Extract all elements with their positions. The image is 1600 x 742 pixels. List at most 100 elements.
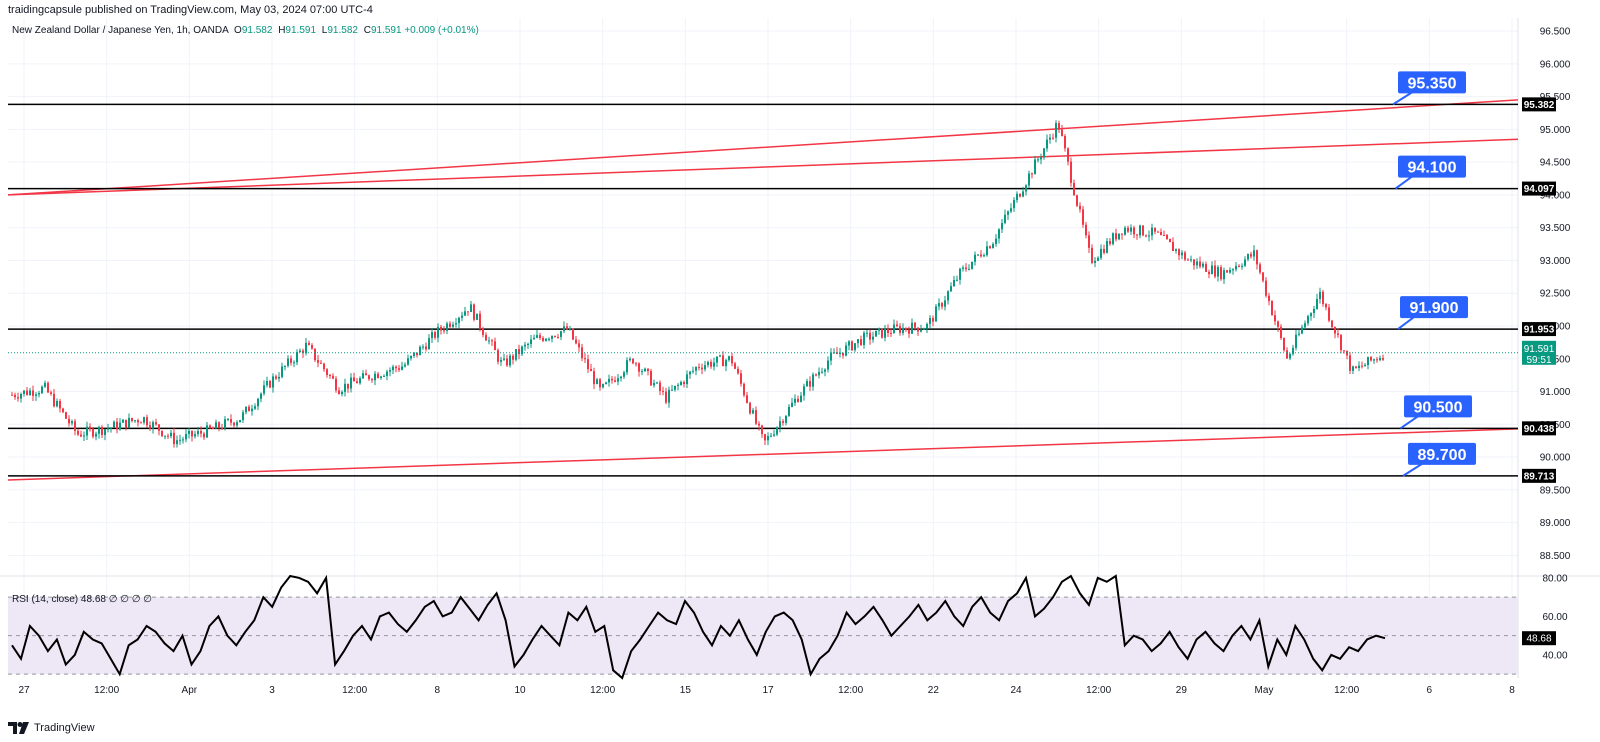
candle-body <box>854 343 856 351</box>
candle-body <box>368 375 370 380</box>
price-axis[interactable]: 96.50096.00095.50095.00094.50094.00093.5… <box>1522 27 1571 562</box>
candle-body <box>1361 365 1363 367</box>
change-value: +0.009 (+0.01%) <box>404 25 479 36</box>
candle-body <box>11 394 13 396</box>
candle-body <box>635 363 637 365</box>
candle-body <box>248 406 250 412</box>
candle-body <box>1034 159 1036 175</box>
time-tick-label: 27 <box>18 685 30 696</box>
candle-body <box>638 363 640 372</box>
candle-body <box>1376 359 1378 361</box>
candle-body <box>281 366 283 377</box>
candle-body <box>38 393 40 395</box>
candle-body <box>95 433 97 437</box>
candle-body <box>566 326 568 330</box>
candle-body <box>962 267 964 269</box>
candle-body <box>578 343 580 348</box>
candle-body <box>1358 365 1360 369</box>
candle-body <box>644 368 646 372</box>
candle-body <box>602 383 604 388</box>
candle-body <box>44 382 46 387</box>
candle-body <box>452 324 454 327</box>
candle-body <box>983 255 985 257</box>
candle-body <box>536 335 538 338</box>
candle-body <box>221 427 223 429</box>
candle-body <box>1139 225 1141 236</box>
candle-body <box>53 393 55 407</box>
candle-body <box>518 349 520 355</box>
candle-body <box>530 339 532 345</box>
candle-body <box>824 369 826 372</box>
candle-body <box>1046 139 1048 149</box>
candle-body <box>674 385 676 390</box>
candle-body <box>1289 354 1291 359</box>
rsi-legend: RSI (14, close) 48.68 ∅ ∅ ∅ ∅ <box>12 594 152 605</box>
candle-body <box>278 376 280 379</box>
tradingview-brand[interactable]: TradingView <box>8 722 95 734</box>
candle-body <box>788 406 790 416</box>
candle-body <box>1259 264 1261 273</box>
time-tick-label: 29 <box>1176 685 1188 696</box>
candle-body <box>773 434 775 436</box>
candle-body <box>749 402 751 414</box>
candle-body <box>305 342 307 354</box>
candle-body <box>521 346 523 355</box>
level-price-tag <box>1522 181 1556 196</box>
price-tick-label: 93.500 <box>1540 223 1571 234</box>
candle-body <box>872 336 874 340</box>
candle-body <box>992 243 994 249</box>
candle-body <box>1271 300 1273 316</box>
candle-body <box>1031 173 1033 175</box>
candle-body <box>1214 265 1216 277</box>
candle-body <box>458 317 460 324</box>
candle-body <box>179 439 181 441</box>
candle-body <box>170 432 172 437</box>
candle-body <box>1121 233 1123 235</box>
level-callouts[interactable]: 95.350 94.100 91.900 90.500 89.700 <box>1392 71 1476 477</box>
candle-body <box>62 408 64 413</box>
price-tick-label: 89.000 <box>1540 518 1571 529</box>
candle-body <box>851 341 853 351</box>
candle-body <box>1232 269 1234 271</box>
candle-body <box>1325 304 1327 308</box>
candle-body <box>719 355 721 357</box>
candle-body <box>125 419 127 428</box>
candle-body <box>740 373 742 384</box>
candle-body <box>551 335 553 339</box>
candle-body <box>236 422 238 426</box>
candle-body <box>1133 227 1135 235</box>
candle-body <box>245 406 247 413</box>
candle-body <box>986 246 988 256</box>
candle-body <box>107 428 109 430</box>
candle-body <box>134 420 136 422</box>
time-axis[interactable]: 27 12:00 Apr 3 12:00 8 10 12:00 15 17 12:00 22 24 12:… <box>18 685 1515 696</box>
candle-body <box>881 328 883 338</box>
candle-body <box>371 379 373 381</box>
candle-body <box>680 382 682 385</box>
rsi-axis: 80.00 60.00 40.00 48.68 <box>1522 573 1568 661</box>
candle-body <box>332 375 334 379</box>
candle-body <box>950 286 952 292</box>
candle-body <box>77 430 79 435</box>
candle-body <box>98 426 100 434</box>
time-tick-label: 12:00 <box>1334 685 1359 696</box>
candle-body <box>128 417 130 428</box>
candle-body <box>1040 157 1042 160</box>
candle-body <box>926 323 928 329</box>
candle-body <box>1100 248 1102 258</box>
candle-body <box>848 341 850 346</box>
candle-body <box>383 375 385 377</box>
price-tick-label: 94.500 <box>1540 158 1571 169</box>
candle-body <box>479 313 481 329</box>
candle-body <box>407 358 409 365</box>
candle-body <box>86 426 88 436</box>
candle-body <box>392 366 394 371</box>
candle-body <box>1337 333 1339 335</box>
candle-body <box>686 374 688 385</box>
candle-body <box>293 362 295 364</box>
candle-body <box>146 417 148 426</box>
candle-body <box>377 373 379 379</box>
candle-body <box>1274 315 1276 322</box>
candle-body <box>242 412 244 421</box>
